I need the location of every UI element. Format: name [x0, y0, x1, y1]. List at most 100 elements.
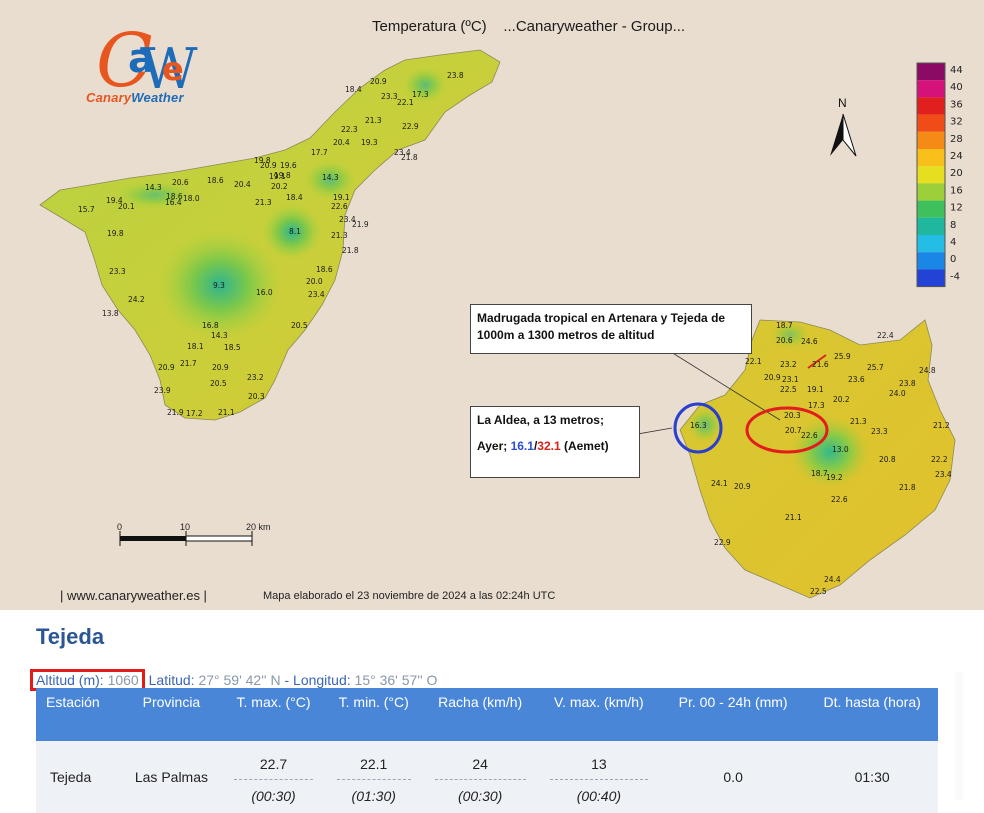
grancanaria-temp-label: 21.6	[812, 360, 829, 369]
tenerife-temp-label: 18.6	[316, 265, 333, 274]
grancanaria-temp-label: 18.7	[811, 469, 828, 478]
legend-tick-label: -4	[950, 271, 960, 282]
legend-swatch	[917, 269, 945, 287]
header-tmin: T. min. (°C)	[324, 688, 423, 741]
altitude-value: 1060	[107, 672, 139, 688]
legend-tick-label: 0	[950, 254, 956, 265]
legend-swatch	[917, 80, 945, 98]
tenerife-temp-label: 20.9	[212, 363, 229, 372]
svg-text:e: e	[162, 50, 184, 88]
tenerife-temp-label: 14.3	[145, 183, 162, 192]
grancanaria-temp-label: 24.1	[711, 479, 728, 488]
header-precipitation: Pr. 00 - 24h (mm)	[660, 688, 807, 741]
north-arrow-icon	[830, 113, 857, 157]
north-label: N	[838, 96, 847, 110]
legend-tick-label: 16	[950, 185, 963, 196]
grancanaria-temp-label: 22.1	[745, 357, 762, 366]
legend-tick-label: 40	[950, 82, 963, 93]
grancanaria-temp-label: 20.9	[734, 482, 751, 491]
tenerife-temp-label: 17.3	[412, 90, 429, 99]
grancanaria-temp-label: 22.4	[877, 331, 894, 340]
tenerife-temp-label: 21.8	[401, 153, 418, 162]
header-racha: Racha (km/h)	[422, 688, 538, 741]
tenerife-temp-label: 16.0	[256, 288, 273, 297]
tenerife-temp-label: 20.4	[234, 180, 251, 189]
footer-url: | www.canaryweather.es |	[60, 588, 207, 603]
tenerife-temp-label: 19.8	[107, 229, 124, 238]
tenerife-temp-label: 19.6	[280, 161, 297, 170]
la-aldea-highlight	[673, 402, 723, 454]
scale-label-20: 20 km	[246, 522, 271, 532]
tenerife-temp-label: 18.6	[207, 176, 224, 185]
tenerife-temp-label: 15.7	[78, 205, 95, 214]
artenara-tejeda-highlight	[745, 406, 829, 454]
tenerife-temp-label: 20.0	[306, 277, 323, 286]
tenerife-temp-label: 21.3	[331, 231, 348, 240]
tenerife-temp-label: 19.4	[106, 196, 123, 205]
grancanaria-temp-label: 20.6	[776, 336, 793, 345]
legend-swatch	[917, 235, 945, 253]
grancanaria-temp-label: 19.1	[807, 385, 824, 394]
legend-frame	[916, 62, 946, 288]
scale-label-10: 10	[180, 522, 191, 532]
tenerife-temp-label: 18.4	[345, 85, 362, 94]
latitude-label: Latitud	[148, 672, 191, 688]
tenerife-temp-label: 23.4	[394, 148, 411, 157]
callout-la-aldea-sep: /	[533, 439, 538, 453]
grancanaria-temp-label: 23.4	[935, 470, 952, 479]
header-tmax: T. max. (°C)	[222, 688, 325, 741]
tenerife-temp-label: 20.6	[172, 178, 189, 187]
grancanaria-temp-label: 21.2	[933, 421, 950, 430]
longitude-value: 15° 36' 57'' O	[354, 672, 438, 688]
cell-estacion: Tejeda	[36, 741, 121, 813]
tenerife-temp-label: 21.8	[342, 246, 359, 255]
map-title: Temperatura (ºC) ...Canaryweather - Grou…	[372, 18, 686, 35]
legend-tick-label: 24	[950, 151, 963, 162]
tenerife-temp-label: 18.1	[187, 342, 204, 351]
legend-swatch	[917, 114, 945, 132]
tenerife-temp-label: 8.1	[289, 227, 301, 236]
tenerife-temp-label: 20.9	[158, 363, 175, 372]
callout-la-aldea-max: 32.1	[537, 439, 561, 453]
tenerife-temp-label: 22.1	[397, 98, 414, 107]
grancanaria-temp-label: 21.3	[850, 417, 867, 426]
scale-label-0: 0	[117, 522, 123, 532]
grancanaria-temp-label: 20.8	[879, 455, 896, 464]
tenerife-temp-label: 14.3	[322, 173, 339, 182]
page-scrollbar[interactable]	[955, 672, 963, 800]
legend-tick-label: 44	[950, 65, 963, 76]
legend-tick-label: 28	[950, 134, 963, 145]
grancanaria-temp-label: 25.9	[834, 352, 851, 361]
callout-la-aldea-suffix: (Aemet)	[560, 439, 609, 453]
logo-brand-text: CanaryWeather	[86, 90, 184, 105]
grancanaria-temp-label: 23.6	[848, 375, 865, 384]
tenerife-temp-label: 20.3	[248, 392, 265, 401]
grancanaria-temp-label: 22.5	[810, 587, 827, 596]
grancanaria-temp-label: 20.2	[833, 395, 850, 404]
tenerife-temp-label: 9.3	[213, 281, 225, 290]
legend-swatch	[917, 149, 945, 167]
latitude-value: 27° 59' 42'' N	[198, 672, 281, 688]
callout-la-aldea-title: La Aldea, a 13 metros;	[477, 413, 604, 427]
altitude-highlight: Altitud (m): 1060	[30, 669, 145, 691]
header-vmax: V. max. (km/h)	[537, 688, 660, 741]
grancanaria-temp-label: 22.6	[801, 431, 818, 440]
grancanaria-temp-label: 22.5	[780, 385, 797, 394]
callout-la-aldea: La Aldea, a 13 metros; Ayer; 16.1/32.1 (…	[470, 406, 640, 478]
footer-map-date: Mapa elaborado el 23 noviembre de 2024 a…	[263, 590, 556, 602]
tenerife-temp-label: 20.9	[370, 77, 387, 86]
grancanaria-temp-label: 23.1	[782, 375, 799, 384]
cell-provincia: Las Palmas	[120, 741, 223, 813]
grancanaria-temp-label: 16.3	[690, 421, 707, 430]
tenerife-temp-label: 13.8	[102, 309, 119, 318]
altitude-label: Altitud (m)	[36, 672, 100, 688]
legend-tick-label: 4	[950, 237, 956, 248]
grancanaria-temp-label: 20.7	[785, 426, 802, 435]
cell-dt-hasta: 01:30	[806, 741, 938, 813]
tenerife-temp-label: 20.4	[333, 138, 350, 147]
temperature-map: 44 40 36 32 28 24 20 16 12 8 4 0 -4 20.9 23.8 18.4 23.3…	[0, 0, 984, 610]
grancanaria-temp-label: 22.9	[714, 538, 731, 547]
legend-swatch	[917, 166, 945, 184]
tenerife-temp-label: 16.8	[202, 321, 219, 330]
